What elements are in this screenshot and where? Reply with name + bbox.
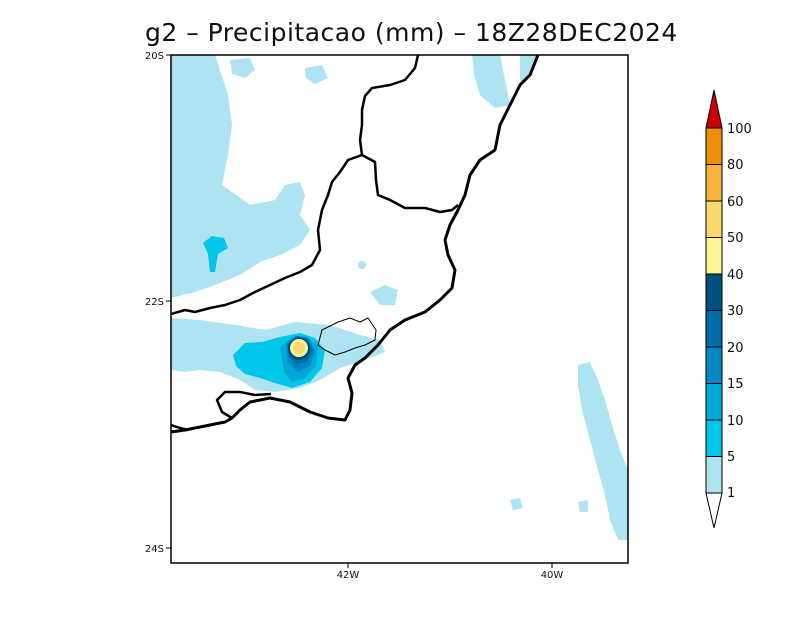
lat-label-20s: 20S	[145, 51, 164, 62]
lon-label-42w: 42W	[337, 570, 360, 581]
colorbar-label-60: 60	[727, 195, 744, 210]
precip-area-east-dot	[510, 498, 523, 510]
colorbar-label-20: 20	[727, 341, 744, 356]
colorbar-label-100: 100	[727, 122, 752, 137]
axis-ticks	[166, 54, 553, 568]
colorbar-label-30: 30	[727, 304, 744, 319]
precip-area-center-dot	[358, 261, 366, 269]
colorbar-bin-10-15	[705, 383, 723, 421]
colorbar-label-5: 5	[727, 450, 735, 465]
colorbar: 100 80 60 50 40 30 20 15 10 5 1	[705, 89, 752, 529]
coastline-west-inlet	[171, 423, 189, 432]
lat-label-22s: 22S	[145, 297, 164, 308]
colorbar-bin-50-60	[705, 200, 723, 238]
colorbar-label-1: 1	[727, 486, 735, 501]
precip-area-center	[370, 285, 398, 305]
precip-area-northeast	[472, 55, 510, 108]
colorbar-bin-60-80	[705, 164, 723, 202]
precip-area-topleft	[230, 58, 255, 78]
colorbar-bin-20-30	[705, 310, 723, 348]
precip-area-west-upper	[171, 55, 205, 175]
state-border-north	[358, 55, 459, 214]
state-border-south	[215, 390, 272, 420]
colorbar-bin-30-40	[705, 273, 723, 311]
precip-area-core-60	[293, 342, 305, 354]
colorbar-bin-5-10	[705, 419, 723, 457]
colorbar-bin-80-100	[705, 127, 723, 165]
colorbar-bin-1-5	[705, 456, 723, 494]
state-border-west	[171, 153, 363, 316]
colorbar-label-15: 15	[727, 377, 744, 392]
precip-area-east	[578, 362, 628, 540]
precip-area-west-core	[203, 236, 228, 272]
colorbar-bin-40-50	[705, 237, 723, 275]
geographic-boundaries	[171, 55, 540, 434]
colorbar-label-10: 10	[727, 414, 744, 429]
precipitation-field	[171, 55, 628, 540]
precip-area-northeast-2	[520, 55, 538, 82]
map-title: g2 – Precipitacao (mm) – 18Z28DEC2024	[145, 18, 678, 47]
lat-label-24s: 24S	[145, 544, 164, 555]
precip-area-east-dot-2	[578, 500, 588, 512]
colorbar-bin-15-20	[705, 346, 723, 384]
colorbar-label-40: 40	[727, 268, 744, 283]
municipal-border	[317, 317, 377, 356]
coastline	[171, 55, 540, 434]
precip-area-west	[171, 55, 310, 298]
colorbar-label-80: 80	[727, 158, 744, 173]
colorbar-bottom-arrow	[705, 492, 723, 529]
colorbar-label-50: 50	[727, 231, 744, 246]
plot-frame	[170, 54, 629, 564]
colorbar-top-arrow	[705, 89, 723, 129]
precip-area-top	[305, 65, 328, 84]
lon-label-40w: 40W	[541, 570, 564, 581]
